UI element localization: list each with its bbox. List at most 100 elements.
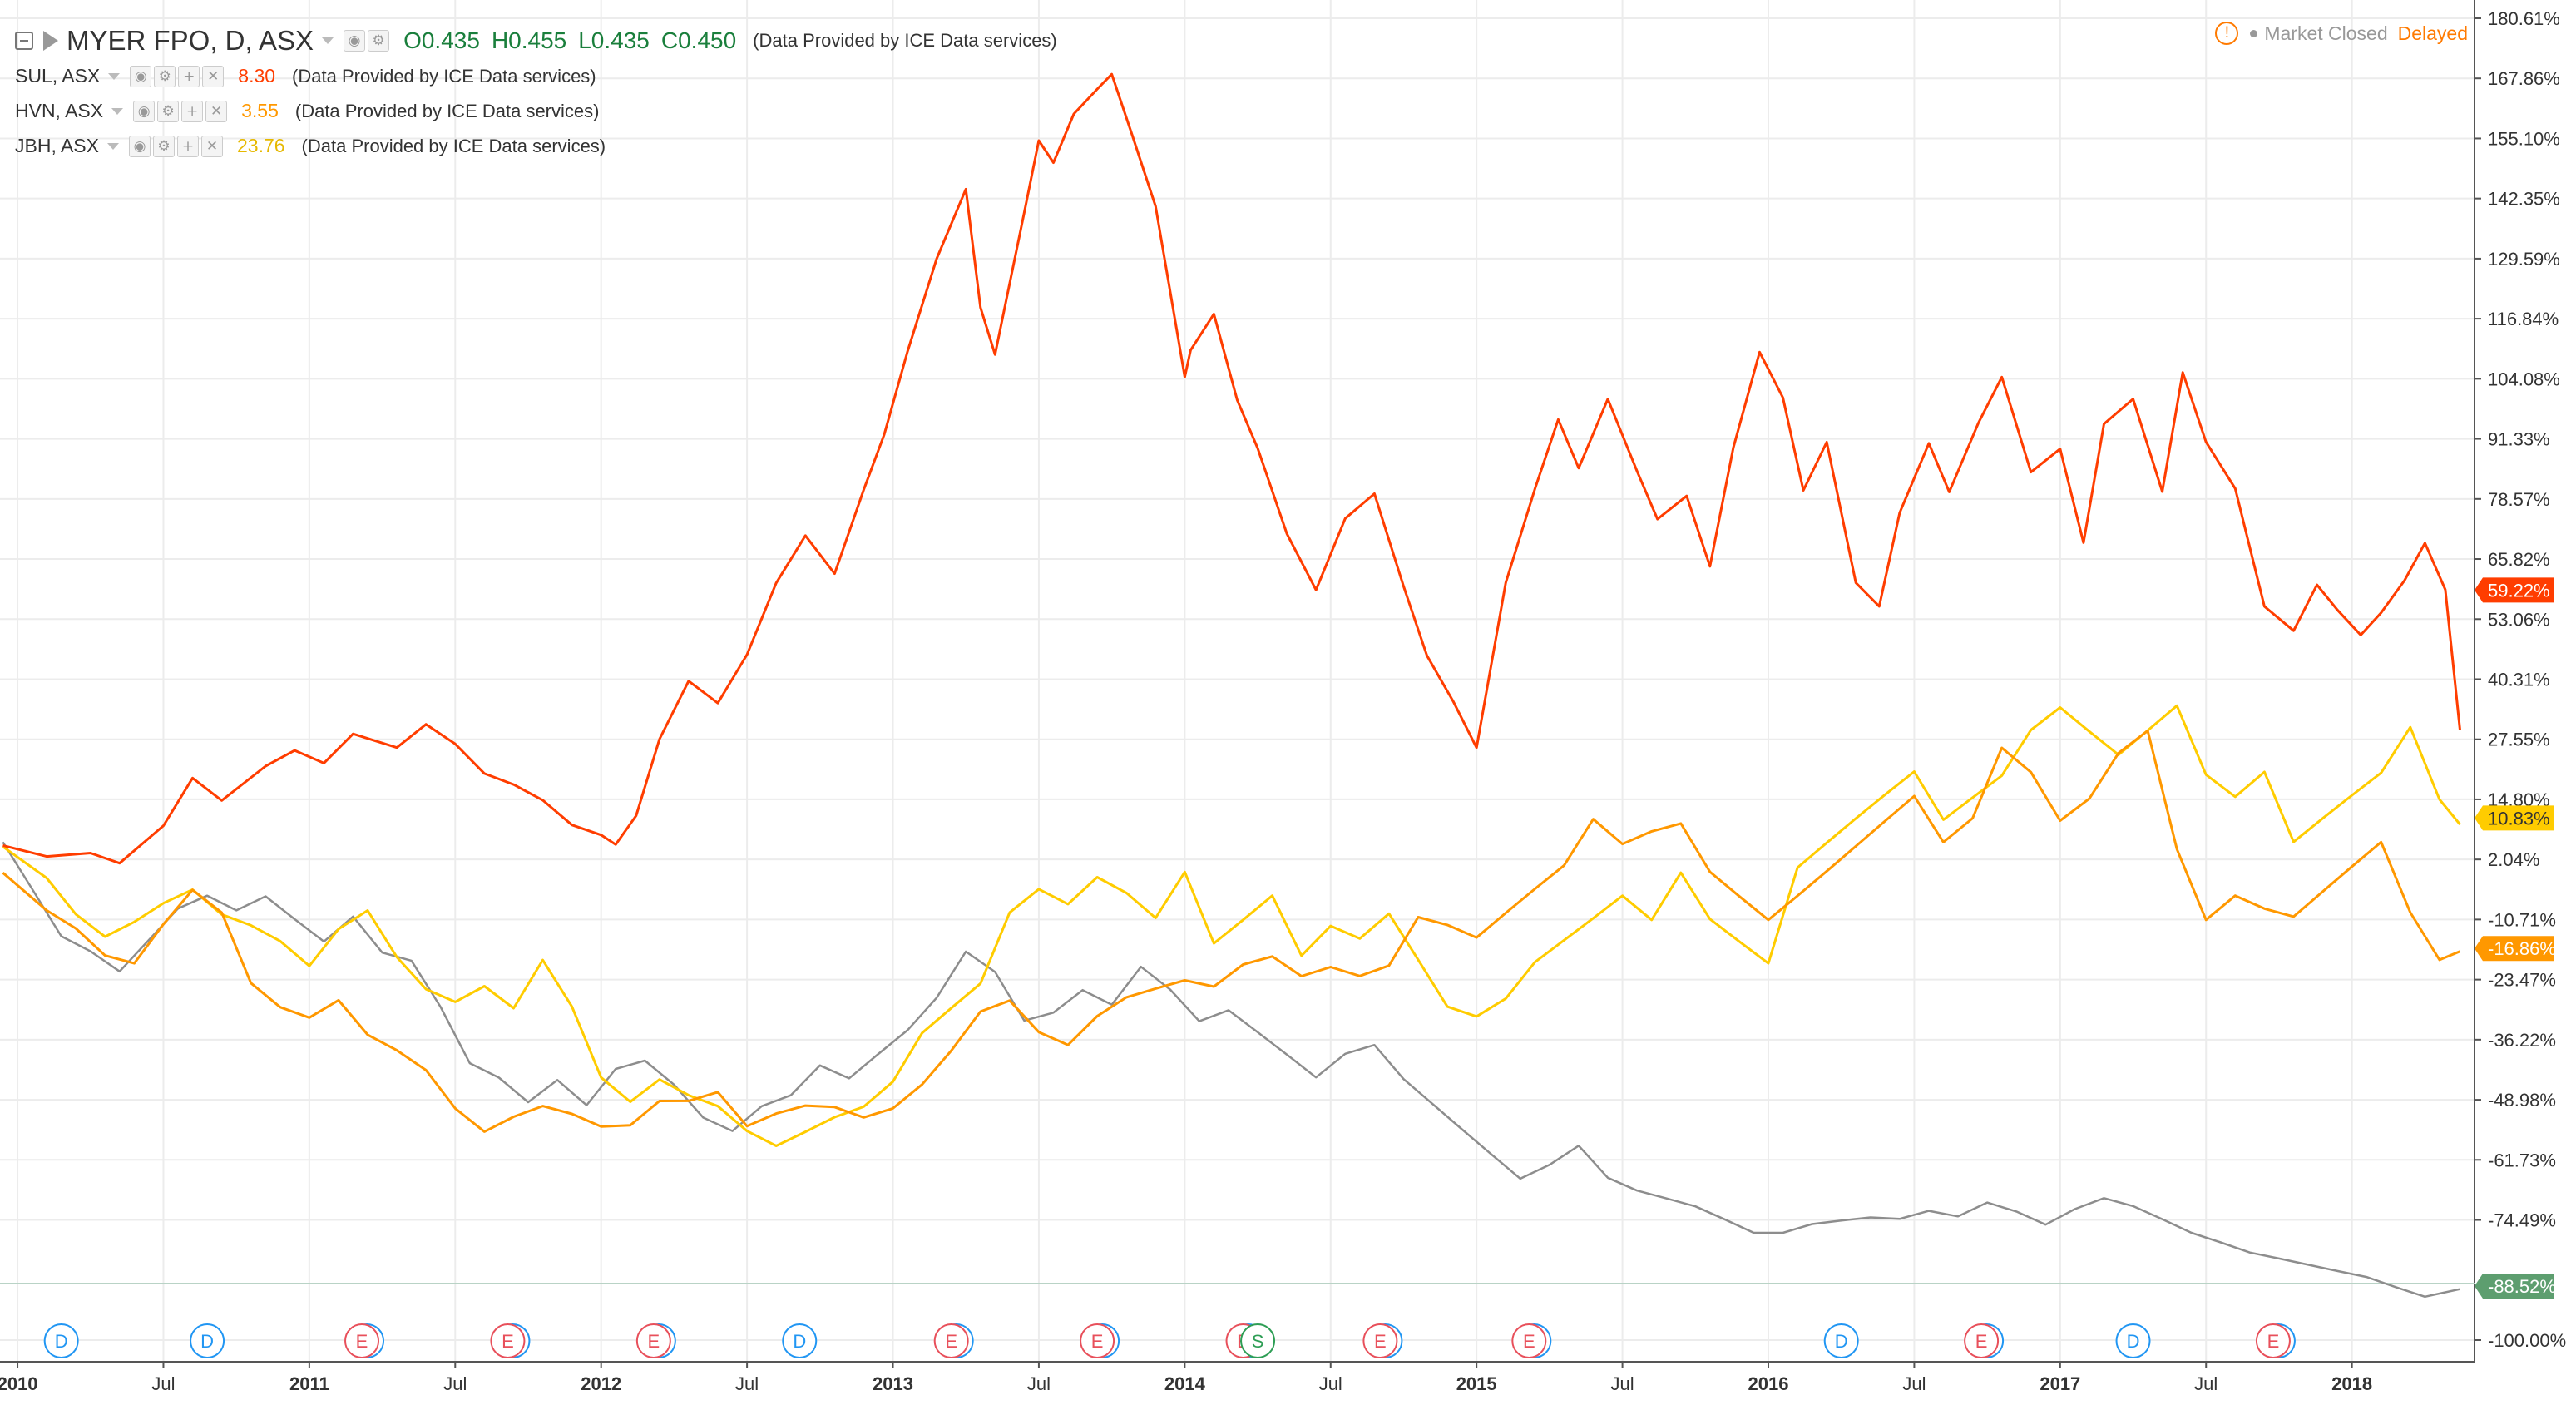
x-tick-label: 2014 bbox=[1164, 1373, 1206, 1394]
x-tick-label: Jul bbox=[1902, 1373, 1926, 1394]
caret-down-icon[interactable] bbox=[322, 37, 334, 44]
event-marker-s[interactable] bbox=[1240, 1323, 1276, 1358]
minimize-icon[interactable] bbox=[15, 32, 33, 50]
x-tick-label: Jul bbox=[151, 1373, 175, 1394]
compare-symbol[interactable]: SUL, ASX bbox=[15, 65, 101, 87]
event-marker-e[interactable] bbox=[1964, 1323, 2000, 1358]
high-value: H0.455 bbox=[491, 27, 567, 53]
open-value: O0.435 bbox=[403, 27, 480, 53]
event-marker-label: D bbox=[55, 1331, 68, 1352]
series-line-sul[interactable] bbox=[2, 72, 2461, 865]
x-tick-label: Jul bbox=[1611, 1373, 1634, 1394]
x-tick-label: Jul bbox=[2194, 1373, 2218, 1394]
y-tick-label: 65.82% bbox=[2488, 549, 2550, 570]
y-tick-label: 2.04% bbox=[2488, 849, 2539, 870]
x-tick-label: Jul bbox=[1319, 1373, 1342, 1394]
y-tick-label: -48.98% bbox=[2488, 1090, 2556, 1111]
event-marker-e[interactable] bbox=[1511, 1323, 1547, 1358]
event-marker-e[interactable] bbox=[635, 1323, 671, 1358]
event-marker-label: E bbox=[2267, 1331, 2280, 1352]
caret-down-icon[interactable] bbox=[108, 72, 121, 80]
y-tick-label: 53.06% bbox=[2488, 609, 2550, 630]
y-tick-label: 167.86% bbox=[2488, 68, 2560, 89]
plus-icon[interactable]: + bbox=[176, 135, 199, 157]
close-icon[interactable]: ✕ bbox=[205, 100, 228, 122]
y-tick-label: 155.10% bbox=[2488, 128, 2560, 149]
last-value-badge-myer bbox=[2475, 1273, 2554, 1299]
event-marker-label: E bbox=[1523, 1331, 1535, 1352]
event-marker-label: E bbox=[945, 1331, 957, 1352]
compare-symbol[interactable]: JBH, ASX bbox=[15, 135, 99, 156]
event-marker-e[interactable] bbox=[933, 1323, 969, 1358]
x-tick-label: Jul bbox=[443, 1373, 467, 1394]
close-icon[interactable]: ✕ bbox=[202, 65, 225, 87]
y-tick-label: 116.84% bbox=[2488, 309, 2559, 329]
main-legend-row: MYER FPO, D, ASX ◉ ⚙ O0.435 H0.455 L0.43… bbox=[15, 25, 1057, 57]
series-line-hvn[interactable] bbox=[2, 729, 2461, 1133]
compare-row-hvn: HVN, ASX ◉ ⚙ + ✕ 3.55 (Data Provided by … bbox=[15, 100, 599, 122]
y-tick-label: 104.08% bbox=[2488, 369, 2560, 389]
event-marker-label: D bbox=[200, 1331, 214, 1352]
x-tick-label: 2013 bbox=[873, 1373, 913, 1394]
flag-icon[interactable] bbox=[43, 31, 58, 51]
event-marker-d[interactable] bbox=[1823, 1323, 1859, 1358]
series-line-myer[interactable] bbox=[2, 841, 2460, 1299]
last-value-badge-hvn bbox=[2475, 936, 2554, 962]
last-value-label-jbh: 10.83% bbox=[2488, 808, 2550, 829]
status-dot bbox=[2250, 29, 2258, 37]
event-marker-e[interactable] bbox=[2255, 1323, 2291, 1358]
settings-icon[interactable]: ⚙ bbox=[368, 30, 390, 52]
warning-icon[interactable]: ! bbox=[2215, 22, 2239, 45]
y-tick-label: 40.31% bbox=[2488, 669, 2550, 690]
y-tick-label: 27.55% bbox=[2488, 730, 2550, 750]
event-marker-label: E bbox=[1374, 1331, 1387, 1352]
y-tick-label: -74.49% bbox=[2488, 1210, 2556, 1231]
plus-icon[interactable]: + bbox=[181, 100, 204, 122]
event-marker-e[interactable] bbox=[1080, 1323, 1115, 1358]
eye-icon[interactable]: ◉ bbox=[128, 135, 151, 157]
plus-icon[interactable]: + bbox=[178, 65, 200, 87]
y-tick-label: 91.33% bbox=[2488, 429, 2550, 450]
eye-icon[interactable]: ◉ bbox=[133, 100, 156, 122]
series-line-jbh[interactable] bbox=[2, 704, 2461, 1147]
event-marker-label: E bbox=[1091, 1331, 1104, 1352]
event-marker-e[interactable] bbox=[344, 1323, 380, 1358]
settings-icon[interactable]: ⚙ bbox=[157, 100, 180, 122]
y-tick-label: -36.22% bbox=[2488, 1030, 2556, 1051]
settings-icon[interactable]: ⚙ bbox=[152, 135, 175, 157]
last-value-label-myer: -88.52% bbox=[2488, 1276, 2556, 1297]
x-tick-label: 2011 bbox=[289, 1373, 329, 1394]
x-tick-label: Jul bbox=[1027, 1373, 1051, 1394]
compare-symbol[interactable]: HVN, ASX bbox=[15, 100, 104, 121]
x-tick-label: 2016 bbox=[1748, 1373, 1789, 1394]
low-value: L0.435 bbox=[578, 27, 650, 53]
data-provider-note: (Data Provided by ICE Data services) bbox=[292, 65, 596, 87]
caret-down-icon[interactable] bbox=[106, 142, 119, 150]
y-tick-label: -23.47% bbox=[2488, 970, 2556, 991]
last-value-badge-jbh bbox=[2475, 805, 2554, 831]
event-marker-label: E bbox=[1975, 1331, 1988, 1352]
settings-icon[interactable]: ⚙ bbox=[154, 65, 176, 87]
y-tick-label: 142.35% bbox=[2488, 189, 2560, 210]
compare-value: 8.30 bbox=[238, 65, 276, 87]
event-marker-label: E bbox=[648, 1331, 660, 1352]
caret-down-icon[interactable] bbox=[111, 107, 124, 115]
last-value-badge-sul bbox=[2475, 577, 2554, 603]
y-tick-label: -61.73% bbox=[2488, 1150, 2556, 1170]
event-marker-d[interactable] bbox=[43, 1323, 79, 1358]
market-status-text: Market Closed bbox=[2264, 22, 2388, 44]
last-value-label-hvn: -16.86% bbox=[2488, 938, 2556, 959]
event-marker-e[interactable] bbox=[1362, 1323, 1398, 1358]
event-marker-d[interactable] bbox=[782, 1323, 818, 1358]
event-marker-d[interactable] bbox=[2115, 1323, 2151, 1358]
event-marker-e[interactable] bbox=[490, 1323, 526, 1358]
x-tick-label: 2012 bbox=[581, 1373, 621, 1394]
main-symbol[interactable]: MYER FPO, D, ASX bbox=[67, 25, 314, 56]
eye-icon[interactable]: ◉ bbox=[344, 30, 366, 52]
close-icon[interactable]: ✕ bbox=[200, 135, 223, 157]
eye-icon[interactable]: ◉ bbox=[130, 65, 152, 87]
event-marker-d[interactable] bbox=[190, 1323, 225, 1358]
event-marker-label: D bbox=[793, 1331, 806, 1352]
